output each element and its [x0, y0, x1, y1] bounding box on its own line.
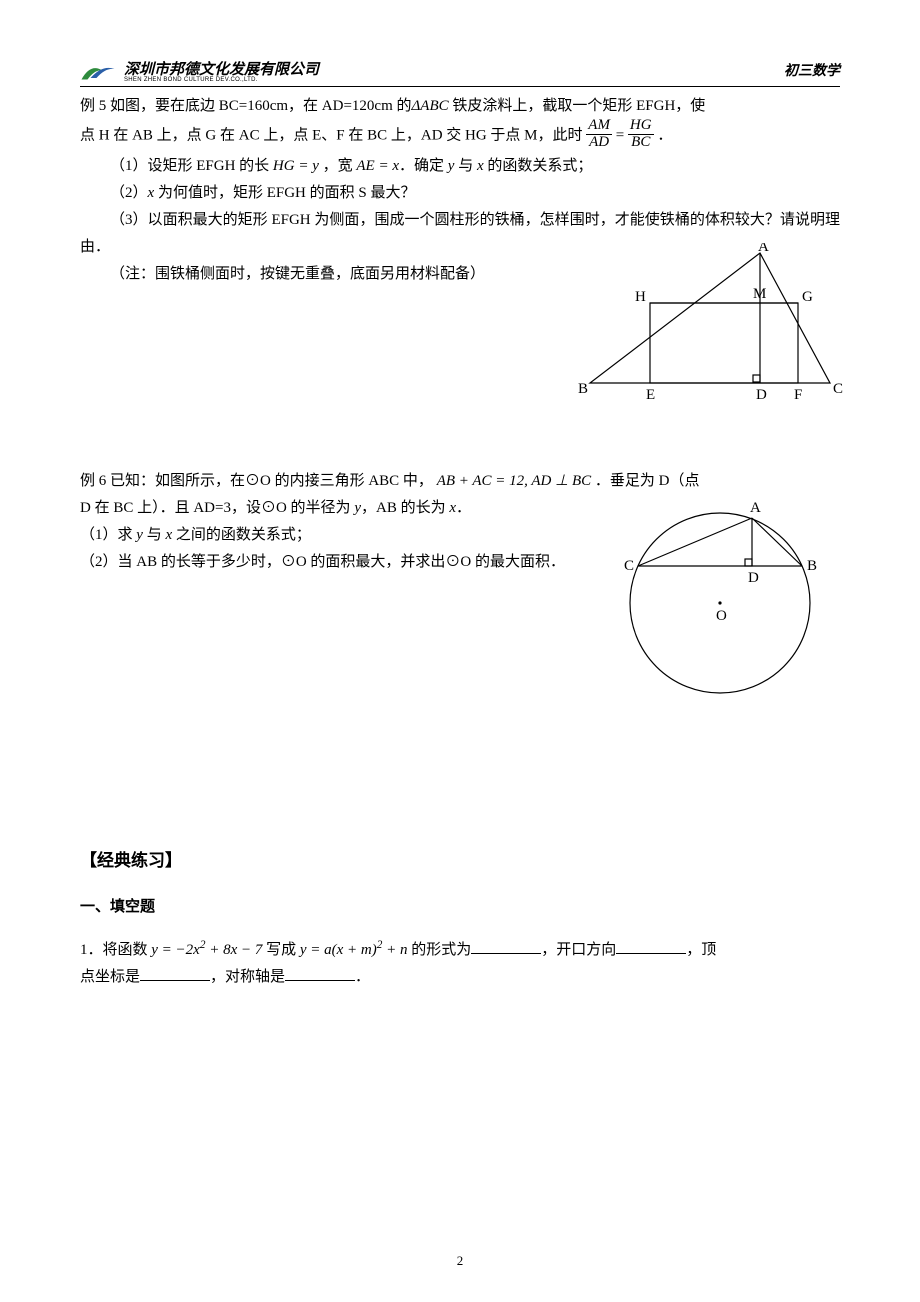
- ex5-q2b: 为何值时，矩形 EFGH 的面积 S 最大？: [154, 185, 415, 201]
- ex5-q2a: （2）: [110, 185, 148, 201]
- practice-title: 【经典练习】: [80, 846, 840, 877]
- blank-2[interactable]: [616, 938, 686, 954]
- pq1f: 点坐标是: [80, 969, 140, 985]
- lbl2-A: A: [750, 500, 761, 516]
- lbl-D: D: [756, 387, 767, 403]
- frac1-num: AM: [586, 118, 612, 135]
- lbl2-C: C: [624, 558, 634, 574]
- blank-1[interactable]: [471, 938, 541, 954]
- pq1g: ，对称轴是: [210, 969, 285, 985]
- lbl-H: H: [635, 289, 646, 305]
- ex6-q1c: 之间的函数关系式；: [172, 527, 311, 543]
- ex5-line1: 例 5 如图，要在底边 BC=160cm，在 AD=120cm 的ΔABC 铁皮…: [80, 93, 840, 120]
- pq1-expr2: y = a(x + m)2 + n: [300, 942, 408, 958]
- ex6-line1b: ．垂足为 D（点: [595, 473, 700, 489]
- ex6-line2a: D 在 BC 上）．且 AD=3，设⊙O 的半径为: [80, 500, 354, 516]
- page-number: 2: [0, 1249, 920, 1272]
- ex5-q1-ae: AE = x: [356, 158, 399, 174]
- figure-circle-triangle: A C B D O: [610, 488, 830, 698]
- ex5-q1-x: x: [477, 158, 484, 174]
- lbl-M: M: [753, 286, 766, 302]
- ex6-y: y: [354, 500, 361, 516]
- practice-section: 【经典练习】 一、填空题 1．将函数 y = −2x2 + 8x − 7 写成 …: [80, 846, 840, 992]
- ex5-q2: （2）x 为何值时，矩形 EFGH 的面积 S 最大？: [80, 180, 840, 207]
- ex6-q1b: 与: [143, 527, 166, 543]
- lbl-C: C: [833, 381, 843, 397]
- ex6-line2b: ，AB 的长为: [361, 500, 449, 516]
- ex6-line2c: ．: [456, 500, 471, 516]
- practice-q1-cont: 点坐标是 ，对称轴是 ．: [80, 964, 840, 991]
- logo: 深圳市邦德文化发展有限公司 SHEN ZHEN BOND CULTURE DEV…: [80, 60, 840, 84]
- frac2-num: HG: [628, 118, 654, 135]
- blank-4[interactable]: [285, 965, 355, 981]
- ex5-abc: ΔABC: [412, 98, 449, 114]
- pq1h: ．: [355, 969, 370, 985]
- ex5-eq: =: [616, 128, 628, 144]
- lbl-A: A: [758, 243, 769, 255]
- ex5-frac2: HGBC: [628, 118, 654, 151]
- logo-text: 深圳市邦德文化发展有限公司 SHEN ZHEN BOND CULTURE DEV…: [124, 62, 319, 83]
- pq1e: ，顶: [686, 942, 716, 958]
- pq1c: 的形式为: [411, 942, 471, 958]
- subject-label: 初三数学: [784, 59, 840, 84]
- ex5-period: ．: [657, 128, 672, 144]
- example-5: 例 5 如图，要在底边 BC=160cm，在 AD=120cm 的ΔABC 铁皮…: [80, 93, 840, 288]
- example-6: 例 6 已知：如图所示，在⊙O 的内接三角形 ABC 中， AB + AC = …: [80, 468, 840, 576]
- ex5-q1-hg: HG = y: [273, 158, 319, 174]
- ex5-q1d: 与: [454, 158, 477, 174]
- ex5-q1e: 的函数关系式；: [484, 158, 593, 174]
- ex6-x: x: [449, 500, 456, 516]
- ex6-q1a: （1）求: [80, 527, 136, 543]
- ex5-line1a: 例 5 如图，要在底边 BC=160cm，在 AD=120cm 的: [80, 98, 412, 114]
- ex5-line1b: 铁皮涂料上，截取一个矩形 EFGH，使: [449, 98, 706, 114]
- lbl-E: E: [646, 387, 655, 403]
- blank-3[interactable]: [140, 965, 210, 981]
- lbl-G: G: [802, 289, 813, 305]
- logo-swoosh-icon: [80, 60, 116, 84]
- lbl2-B: B: [807, 558, 817, 574]
- frac2-den: BC: [628, 135, 654, 151]
- figure-triangle-rectangle: A B C H M G E D F: [570, 243, 850, 403]
- pq1-expr1a: y = −2x: [151, 942, 200, 958]
- ex5-q1: （1）设矩形 EFGH 的长 HG = y ，宽 AE = x．确定 y 与 x…: [80, 153, 840, 180]
- pq1-expr2b: (x + m): [332, 942, 377, 958]
- pq1b: 写成: [266, 942, 300, 958]
- lbl-F: F: [794, 387, 802, 403]
- ex6-line1a: 例 6 已知：如图所示，在⊙O 的内接三角形 ABC 中，: [80, 473, 433, 489]
- page-header: 深圳市邦德文化发展有限公司 SHEN ZHEN BOND CULTURE DEV…: [80, 60, 840, 87]
- pq1-expr1b: + 8x − 7: [205, 942, 262, 958]
- company-name-cn: 深圳市邦德文化发展有限公司: [124, 62, 319, 77]
- lbl2-D: D: [748, 570, 759, 586]
- pq1d: ，开口方向: [541, 942, 616, 958]
- ex6-q1-y: y: [136, 527, 143, 543]
- pq1a: 1．将函数: [80, 942, 151, 958]
- company-name-en: SHEN ZHEN BOND CULTURE DEV.CO.,LTD.: [124, 77, 319, 83]
- ex5-frac1: AMAD: [586, 118, 612, 151]
- practice-sec1: 一、填空题: [80, 893, 840, 920]
- lbl2-O: O: [716, 608, 727, 624]
- pq1-expr1: y = −2x2 + 8x − 7: [151, 942, 262, 958]
- frac1-den: AD: [586, 135, 612, 151]
- pq1-expr2a: y = a: [300, 942, 332, 958]
- pq1-expr2c: + n: [382, 942, 407, 958]
- ex5-q1b: ，宽: [319, 158, 357, 174]
- ex5-line2a: 点 H 在 AB 上，点 G 在 AC 上，点 E、F 在 BC 上，AD 交 …: [80, 128, 583, 144]
- lbl-B: B: [578, 381, 588, 397]
- ex5-line2: 点 H 在 AB 上，点 G 在 AC 上，点 E、F 在 BC 上，AD 交 …: [80, 120, 840, 153]
- practice-q1: 1．将函数 y = −2x2 + 8x − 7 写成 y = a(x + m)2…: [80, 935, 840, 964]
- ex6-expr1: AB + AC = 12, AD ⊥ BC: [437, 473, 591, 489]
- ex5-q1a: （1）设矩形 EFGH 的长: [110, 158, 273, 174]
- ex5-q1c: ．确定: [399, 158, 448, 174]
